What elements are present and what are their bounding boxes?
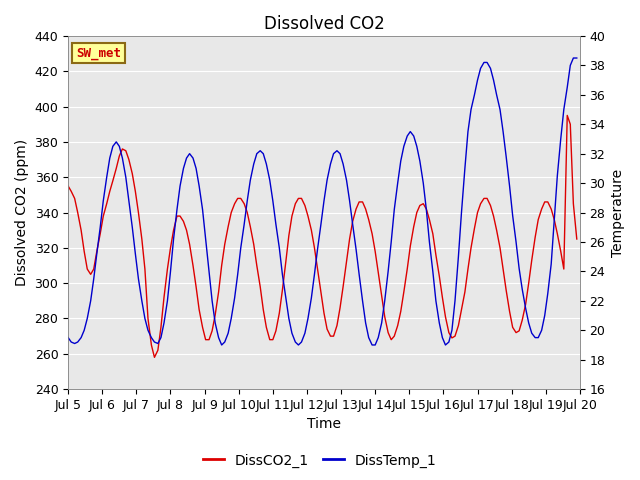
DissTemp_1	[397, 158, 404, 164]
DissTemp_1	[208, 298, 216, 304]
Line: DissTemp_1: DissTemp_1	[68, 58, 577, 345]
DissCO2_1	[573, 236, 580, 242]
DissCO2_1	[150, 354, 158, 360]
DissTemp_1	[166, 268, 174, 274]
DissCO2_1	[64, 183, 72, 189]
DissTemp_1	[483, 60, 491, 65]
DissCO2_1	[550, 216, 558, 222]
Y-axis label: Dissolved CO2 (ppm): Dissolved CO2 (ppm)	[15, 139, 29, 286]
DissCO2_1	[563, 112, 571, 118]
DissCO2_1	[349, 218, 356, 224]
DissTemp_1	[218, 342, 225, 348]
X-axis label: Time: Time	[307, 418, 341, 432]
DissCO2_1	[483, 195, 491, 201]
DissCO2_1	[170, 228, 177, 233]
Legend: DissCO2_1, DissTemp_1: DissCO2_1, DissTemp_1	[198, 448, 442, 473]
Text: SW_met: SW_met	[76, 47, 121, 60]
DissTemp_1	[573, 55, 580, 61]
DissTemp_1	[570, 55, 577, 61]
DissCO2_1	[211, 312, 219, 318]
DissTemp_1	[64, 335, 72, 340]
Y-axis label: Temperature: Temperature	[611, 168, 625, 257]
Title: Dissolved CO2: Dissolved CO2	[264, 15, 385, 33]
DissCO2_1	[397, 309, 404, 314]
DissTemp_1	[349, 221, 356, 227]
Line: DissCO2_1: DissCO2_1	[68, 115, 577, 357]
DissTemp_1	[550, 217, 558, 223]
